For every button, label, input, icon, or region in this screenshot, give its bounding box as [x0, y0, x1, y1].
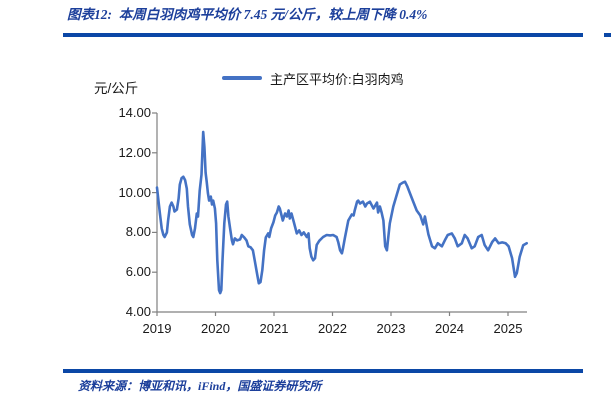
x-tick-label: 2023	[376, 321, 406, 336]
price-line	[155, 130, 529, 295]
x-tick-label: 2025	[493, 321, 523, 336]
x-tick-label: 2019	[142, 321, 172, 336]
y-tick-label: 8.00	[125, 224, 151, 240]
x-tick-label: 2021	[259, 321, 289, 336]
title-divider-rule	[63, 33, 583, 37]
y-tick-label: 4.00	[125, 304, 151, 319]
y-tick-label: 12.00	[118, 144, 151, 160]
axis-lines	[156, 113, 527, 313]
y-tick-label: 10.00	[118, 184, 151, 200]
legend-line-swatch	[222, 76, 262, 80]
x-tick-label: 2024	[435, 321, 464, 336]
legend-label: 主产区平均价:白羽肉鸡	[270, 71, 404, 87]
chart-legend: 主产区平均价:白羽肉鸡	[222, 68, 404, 88]
source-note: 资料来源：博亚和讯，iFind，国盛证券研究所	[78, 379, 322, 393]
y-axis-unit-label: 元/公斤	[94, 81, 139, 96]
x-tick-label: 2022	[318, 321, 347, 336]
y-tick-label: 6.00	[125, 264, 151, 280]
x-tick-label: 2020	[201, 321, 230, 336]
adjacent-column-rule-fragment	[604, 33, 611, 37]
y-tick-label: 14.00	[118, 105, 151, 120]
footer-divider-rule	[63, 369, 583, 373]
figure-title: 图表12: 本周白羽肉鸡平均价 7.45 元/公斤，较上周下降 0.4%	[67, 7, 428, 22]
